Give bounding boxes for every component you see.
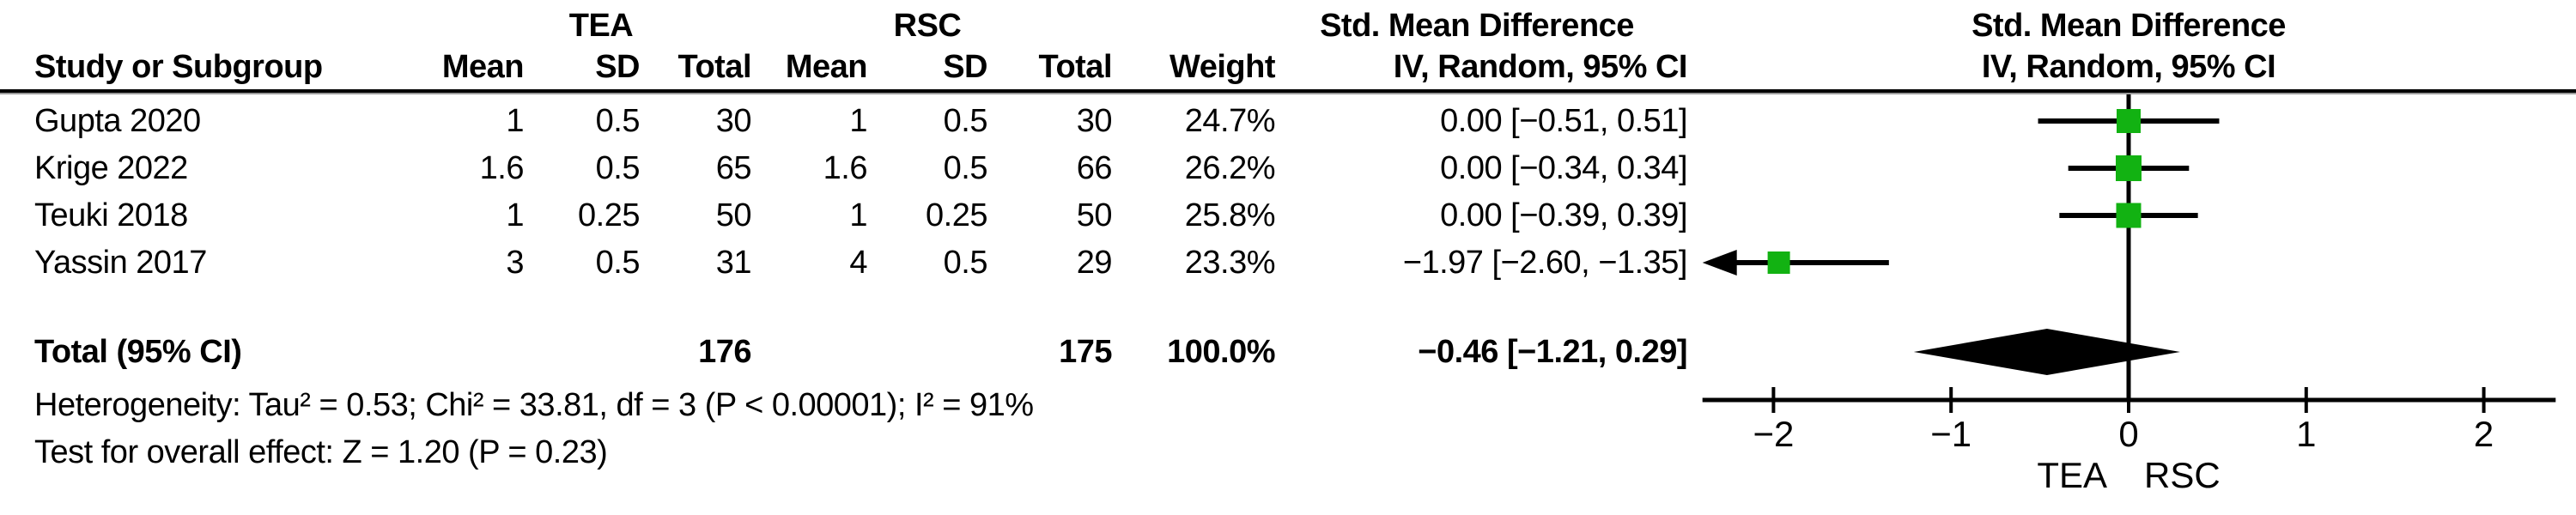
rsc-mean-value: 4 [849,245,867,281]
study-marker [2116,203,2142,228]
tea-sd-value: 0.5 [595,103,641,139]
study-name: Gupta 2020 [34,103,201,139]
axis-label-right: RSC [2144,455,2221,495]
ci-text: −1.97 [−2.60, −1.35] [1402,245,1688,281]
overall-effect-text: Test for overall effect: Z = 1.20 (P = 0… [34,434,608,470]
col-header-tea-sd: SD [595,49,640,85]
axis-tick-label: −1 [1930,414,1971,454]
group-header-rsc: RSC [893,8,962,44]
summary-diamond [1913,329,2180,375]
tea-total-value: 65 [715,150,752,186]
study-name: Krige 2022 [34,150,188,186]
tea-mean-value: 3 [506,245,524,281]
rsc-total-value: 50 [1076,197,1113,233]
header-divider [0,89,2576,94]
col-header-rsc-sd: SD [943,49,987,85]
tea-total-value: 30 [715,103,752,139]
tea-total-value: 31 [715,245,752,281]
total-ci-text: −0.46 [−1.21, 0.29] [1418,334,1687,370]
axis-tick-label: 2 [2474,414,2494,454]
tea-mean-value: 1 [506,103,524,139]
ci-arrow-left [1702,250,1737,276]
rsc-total-value: 29 [1076,245,1113,281]
ci-text: 0.00 [−0.39, 0.39] [1440,197,1687,233]
rsc-sd-value: 0.5 [943,150,988,186]
axis-tick-label: 0 [2118,414,2138,454]
weight-value: 24.7% [1184,103,1276,139]
total-weight: 100.0% [1167,334,1275,370]
study-marker [2117,109,2141,133]
rsc-mean-value: 1 [849,197,867,233]
total-tea-total: 176 [698,334,751,370]
rsc-sd-value: 0.5 [943,245,988,281]
tea-sd-value: 0.25 [578,197,640,233]
plot-subheader-ci: IV, Random, 95% CI [1981,49,2276,85]
col-header-tea-mean: Mean [441,49,525,85]
rsc-sd-value: 0.25 [926,197,987,233]
study-marker [1767,251,1790,274]
weight-value: 25.8% [1184,197,1276,233]
study-marker [2116,155,2142,181]
col-header-rsc-total: Total [1038,49,1113,85]
tea-mean-value: 1.6 [479,150,525,186]
ci-text: 0.00 [−0.51, 0.51] [1440,103,1687,139]
rsc-mean-value: 1 [849,103,867,139]
col-header-ci: IV, Random, 95% CI [1393,49,1688,85]
axis-tick-label: 1 [2296,414,2316,454]
col-header-study: Study or Subgroup [34,49,323,85]
rsc-total-value: 30 [1076,103,1113,139]
weight-value: 23.3% [1184,245,1276,281]
col-header-tea-total: Total [677,49,752,85]
col-header-weight: Weight [1170,49,1275,85]
weight-value: 26.2% [1184,150,1276,186]
rsc-total-value: 66 [1076,150,1113,186]
plot-column-header: Std. Mean Difference [1971,8,2286,44]
total-rsc-total: 175 [1059,334,1112,370]
tea-sd-value: 0.5 [595,150,641,186]
tea-mean-value: 1 [506,197,524,233]
tea-total-value: 50 [715,197,752,233]
ci-text: 0.00 [−0.34, 0.34] [1440,150,1687,186]
total-label: Total (95% CI) [34,334,242,370]
study-name: Teuki 2018 [34,197,188,233]
smd-column-header: Std. Mean Difference [1320,8,1634,44]
col-header-rsc-mean: Mean [785,49,868,85]
rsc-sd-value: 0.5 [943,103,988,139]
axis-tick-label: −2 [1753,414,1794,454]
group-header-tea: TEA [568,8,634,44]
heterogeneity-text: Heterogeneity: Tau² = 0.53; Chi² = 33.81… [34,387,1034,423]
study-name: Yassin 2017 [34,245,207,281]
tea-sd-value: 0.5 [595,245,641,281]
axis-label-left: TEA [2037,455,2107,495]
rsc-mean-value: 1.6 [823,150,868,186]
